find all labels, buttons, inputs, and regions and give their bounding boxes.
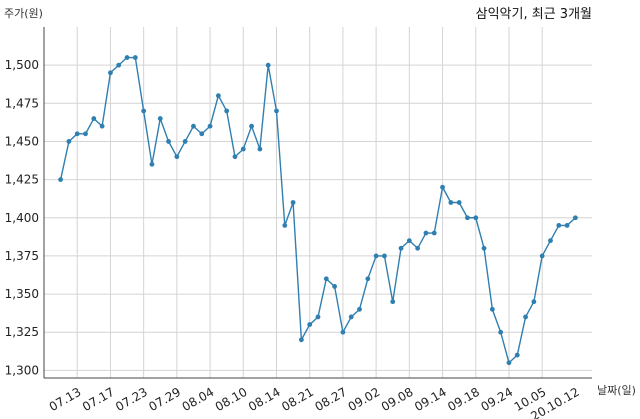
series-price bbox=[58, 55, 578, 366]
x-tick-label: 09.14 bbox=[412, 385, 449, 414]
data-point bbox=[465, 215, 470, 221]
chart-title: 삼익악기, 최근 3개월 bbox=[476, 7, 592, 22]
x-tick-label: 07.13 bbox=[47, 385, 84, 414]
x-tick-label: 09.02 bbox=[346, 385, 383, 414]
data-point bbox=[514, 352, 520, 358]
data-point bbox=[382, 253, 387, 259]
y-tick-label: 1,375 bbox=[5, 249, 39, 263]
data-point bbox=[373, 253, 379, 259]
data-point bbox=[323, 276, 329, 282]
y-axis-title: 주가(원) bbox=[4, 7, 43, 20]
data-point bbox=[166, 139, 171, 144]
data-point bbox=[365, 276, 371, 282]
data-point bbox=[274, 108, 279, 114]
x-tick-label: 08.10 bbox=[213, 385, 250, 414]
x-tick-label: 08.14 bbox=[246, 385, 283, 414]
data-point bbox=[66, 139, 72, 144]
data-point bbox=[124, 55, 130, 60]
data-point bbox=[249, 123, 254, 129]
x-tick-label: 07.29 bbox=[146, 385, 183, 414]
axes bbox=[43, 27, 592, 379]
x-tick-label: 08.21 bbox=[279, 385, 316, 414]
data-point bbox=[307, 322, 313, 327]
y-tick-labels: 1,300 1,325 1,350 1,375 1,400 1,425 1,450 1,475… bbox=[5, 58, 39, 377]
data-point bbox=[523, 314, 528, 320]
data-point bbox=[257, 146, 263, 152]
data-point bbox=[506, 360, 512, 366]
x-tick-label: 09.24 bbox=[479, 385, 516, 414]
data-point bbox=[489, 306, 495, 312]
grid bbox=[44, 27, 592, 378]
data-point bbox=[348, 314, 354, 320]
data-point bbox=[232, 154, 238, 160]
data-point bbox=[298, 337, 304, 343]
data-point bbox=[91, 116, 97, 121]
x-tick-label: 08.04 bbox=[180, 385, 217, 414]
data-point bbox=[207, 123, 213, 129]
data-point bbox=[83, 131, 88, 137]
y-tick-label: 1,475 bbox=[5, 96, 39, 110]
x-tick-labels: 07.1307.1707.2307.2908.0408.1008.1408.21… bbox=[47, 385, 582, 419]
data-point bbox=[224, 108, 230, 114]
data-point bbox=[440, 184, 445, 190]
data-point bbox=[182, 139, 188, 144]
data-point bbox=[157, 116, 163, 121]
y-tick-label: 1,400 bbox=[5, 211, 39, 225]
data-point bbox=[149, 161, 155, 167]
data-point bbox=[265, 62, 271, 68]
x-tick-label: 09.18 bbox=[445, 385, 482, 414]
data-point bbox=[564, 222, 570, 228]
data-point bbox=[74, 131, 80, 137]
y-tick-label: 1,450 bbox=[5, 134, 39, 148]
data-point bbox=[431, 230, 437, 236]
y-tick-label: 1,325 bbox=[5, 325, 39, 339]
data-point bbox=[473, 215, 479, 221]
x-axis-title: 날짜(일) bbox=[597, 383, 636, 397]
data-point bbox=[390, 299, 396, 305]
y-tick-label: 1,350 bbox=[5, 287, 39, 301]
y-tick-label: 1,500 bbox=[5, 58, 39, 72]
data-point bbox=[58, 177, 64, 183]
data-point bbox=[240, 146, 246, 152]
data-point bbox=[415, 245, 421, 251]
x-tick-label: 07.23 bbox=[113, 385, 150, 414]
data-point bbox=[357, 306, 362, 312]
data-point bbox=[340, 329, 346, 335]
y-tick-label: 1,300 bbox=[5, 363, 39, 377]
data-point bbox=[132, 55, 138, 60]
data-point bbox=[315, 314, 321, 320]
data-point bbox=[406, 238, 412, 244]
x-tick-label: 07.17 bbox=[80, 385, 117, 414]
data-point bbox=[141, 108, 147, 114]
x-tick-label: 09.08 bbox=[379, 385, 416, 414]
data-point bbox=[191, 123, 196, 129]
data-point bbox=[282, 222, 288, 228]
data-point bbox=[199, 131, 205, 137]
data-point bbox=[290, 200, 296, 205]
data-point bbox=[531, 299, 537, 305]
data-point bbox=[498, 329, 504, 335]
data-point bbox=[174, 154, 180, 160]
data-point bbox=[539, 253, 545, 259]
data-point bbox=[116, 62, 122, 68]
data-point bbox=[423, 230, 429, 236]
data-point bbox=[332, 284, 338, 289]
data-point bbox=[448, 200, 454, 205]
data-point bbox=[481, 245, 487, 251]
data-point bbox=[398, 245, 404, 251]
x-tick-label: 08.27 bbox=[312, 385, 349, 414]
data-point bbox=[456, 200, 462, 205]
data-point bbox=[572, 215, 578, 221]
y-tick-label: 1,425 bbox=[5, 173, 39, 187]
data-point bbox=[215, 93, 221, 99]
data-point bbox=[108, 70, 113, 76]
data-point bbox=[556, 222, 562, 228]
data-point bbox=[548, 238, 553, 244]
data-point bbox=[99, 123, 105, 129]
